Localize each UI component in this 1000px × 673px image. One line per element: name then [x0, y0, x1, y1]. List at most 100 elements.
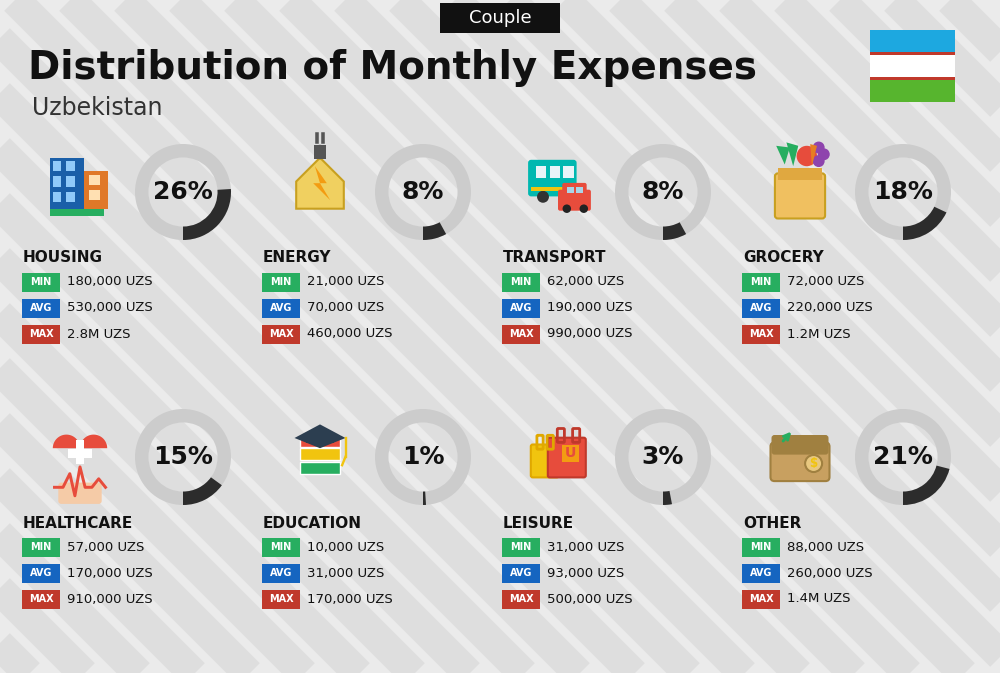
Text: AVG: AVG [510, 303, 532, 313]
FancyBboxPatch shape [778, 168, 822, 180]
Text: AVG: AVG [30, 303, 52, 313]
FancyBboxPatch shape [66, 176, 75, 186]
Wedge shape [903, 207, 946, 240]
FancyBboxPatch shape [66, 161, 75, 172]
Text: 1.2M UZS: 1.2M UZS [787, 328, 851, 341]
FancyBboxPatch shape [502, 538, 540, 557]
Wedge shape [183, 477, 222, 505]
FancyBboxPatch shape [22, 324, 60, 343]
FancyBboxPatch shape [88, 190, 100, 200]
Text: 21%: 21% [873, 445, 933, 469]
FancyBboxPatch shape [88, 175, 100, 185]
FancyBboxPatch shape [870, 30, 955, 52]
FancyBboxPatch shape [53, 176, 61, 186]
FancyBboxPatch shape [742, 563, 780, 583]
Text: 62,000 UZS: 62,000 UZS [547, 275, 624, 289]
FancyBboxPatch shape [262, 563, 300, 583]
FancyBboxPatch shape [870, 55, 955, 77]
Text: 8%: 8% [402, 180, 444, 204]
Text: 8%: 8% [642, 180, 684, 204]
Text: 31,000 UZS: 31,000 UZS [307, 567, 384, 579]
Text: 530,000 UZS: 530,000 UZS [67, 302, 153, 314]
Text: HOUSING: HOUSING [23, 250, 103, 266]
FancyBboxPatch shape [870, 77, 955, 80]
Text: 1.4M UZS: 1.4M UZS [787, 592, 850, 606]
FancyBboxPatch shape [50, 209, 104, 215]
Polygon shape [294, 425, 346, 448]
Text: 220,000 UZS: 220,000 UZS [787, 302, 873, 314]
Polygon shape [810, 144, 817, 166]
Text: MAX: MAX [749, 329, 773, 339]
Wedge shape [423, 222, 446, 240]
Text: AVG: AVG [270, 568, 292, 578]
FancyBboxPatch shape [440, 3, 560, 33]
Text: 70,000 UZS: 70,000 UZS [307, 302, 384, 314]
Text: 500,000 UZS: 500,000 UZS [547, 592, 633, 606]
Text: OTHER: OTHER [743, 516, 801, 530]
FancyBboxPatch shape [870, 52, 955, 55]
Circle shape [563, 205, 571, 213]
Text: 2.8M UZS: 2.8M UZS [67, 328, 130, 341]
Text: 1%: 1% [402, 445, 444, 469]
FancyBboxPatch shape [22, 273, 60, 291]
FancyBboxPatch shape [550, 166, 560, 178]
Text: $: $ [810, 457, 818, 470]
Text: ENERGY: ENERGY [263, 250, 332, 266]
Text: HEALTHCARE: HEALTHCARE [23, 516, 133, 530]
Wedge shape [135, 409, 231, 505]
FancyBboxPatch shape [66, 192, 75, 202]
Text: MIN: MIN [510, 542, 532, 552]
FancyBboxPatch shape [742, 538, 780, 557]
Text: 15%: 15% [153, 445, 213, 469]
Text: GROCERY: GROCERY [743, 250, 824, 266]
Text: MAX: MAX [29, 329, 53, 339]
Text: MAX: MAX [29, 594, 53, 604]
Text: 26%: 26% [153, 180, 213, 204]
Text: MIN: MIN [750, 277, 772, 287]
FancyBboxPatch shape [563, 166, 574, 178]
FancyBboxPatch shape [53, 161, 61, 172]
Polygon shape [313, 166, 330, 200]
Text: MAX: MAX [509, 594, 533, 604]
Polygon shape [296, 157, 344, 209]
Text: 10,000 UZS: 10,000 UZS [307, 540, 384, 553]
Circle shape [537, 191, 549, 203]
FancyBboxPatch shape [576, 186, 583, 193]
Text: 170,000 UZS: 170,000 UZS [67, 567, 153, 579]
Wedge shape [423, 491, 426, 505]
FancyBboxPatch shape [58, 483, 102, 504]
Text: AVG: AVG [30, 568, 52, 578]
FancyBboxPatch shape [742, 299, 780, 318]
FancyBboxPatch shape [536, 166, 546, 178]
Wedge shape [183, 189, 231, 240]
Text: 170,000 UZS: 170,000 UZS [307, 592, 393, 606]
Text: AVG: AVG [270, 303, 292, 313]
FancyBboxPatch shape [22, 299, 60, 318]
FancyBboxPatch shape [548, 437, 586, 477]
FancyBboxPatch shape [528, 160, 577, 197]
Polygon shape [786, 143, 798, 166]
Text: 57,000 UZS: 57,000 UZS [67, 540, 144, 553]
Text: 72,000 UZS: 72,000 UZS [787, 275, 864, 289]
Text: U: U [565, 446, 576, 460]
Circle shape [818, 148, 830, 160]
FancyBboxPatch shape [531, 186, 574, 191]
Text: 910,000 UZS: 910,000 UZS [67, 592, 153, 606]
Wedge shape [375, 144, 471, 240]
FancyBboxPatch shape [502, 590, 540, 608]
Text: MAX: MAX [509, 329, 533, 339]
FancyBboxPatch shape [262, 538, 300, 557]
Polygon shape [776, 146, 790, 164]
FancyBboxPatch shape [502, 299, 540, 318]
Text: MIN: MIN [30, 542, 52, 552]
FancyBboxPatch shape [502, 324, 540, 343]
Circle shape [813, 141, 825, 153]
FancyBboxPatch shape [300, 448, 340, 460]
FancyBboxPatch shape [300, 435, 340, 446]
FancyBboxPatch shape [262, 590, 300, 608]
FancyBboxPatch shape [306, 436, 334, 443]
Text: LEISURE: LEISURE [503, 516, 574, 530]
Text: 18%: 18% [873, 180, 933, 204]
Text: MIN: MIN [270, 542, 292, 552]
FancyBboxPatch shape [50, 157, 84, 209]
